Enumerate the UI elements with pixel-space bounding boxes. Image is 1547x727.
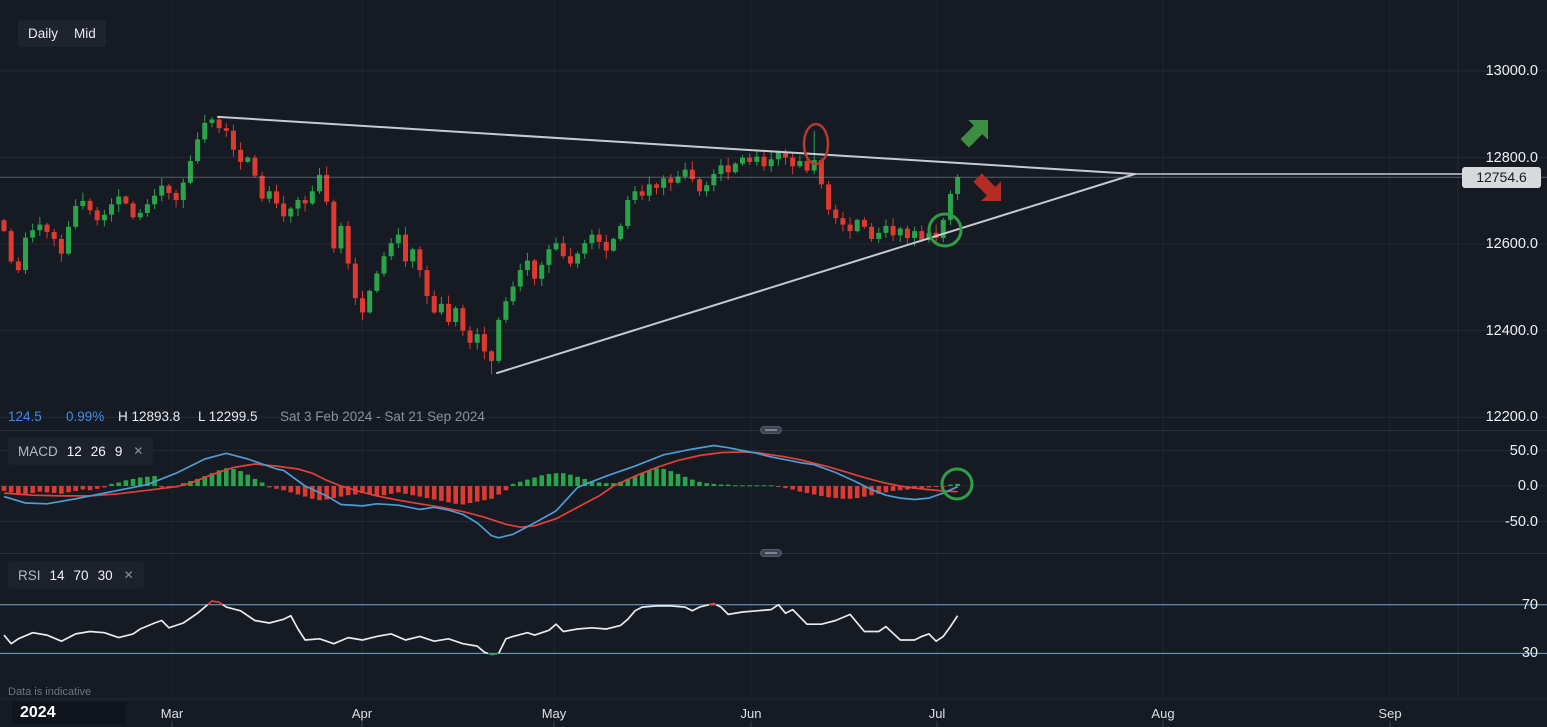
month-axis-label: Jul bbox=[928, 706, 946, 721]
data-indicative-note: Data is indicative bbox=[8, 686, 92, 698]
pane-divider-macd bbox=[0, 426, 1547, 434]
rsi-tick-label: 30 bbox=[1521, 645, 1538, 662]
macd-param-signal[interactable]: 9 bbox=[114, 443, 123, 459]
session-high: H 12893.8 bbox=[118, 409, 181, 424]
session-low: L 12299.5 bbox=[198, 409, 258, 424]
up-arrow-annotation[interactable] bbox=[955, 110, 998, 153]
month-axis-label: Jun bbox=[740, 706, 762, 721]
price-tick-label: 12400.0 bbox=[1485, 322, 1538, 339]
macd-param-fast[interactable]: 12 bbox=[66, 443, 82, 459]
highlight-ellipse[interactable] bbox=[802, 122, 830, 166]
pane-resize-handle[interactable] bbox=[760, 549, 782, 557]
drawing-annotations bbox=[802, 110, 1011, 501]
rsi-param-overbought[interactable]: 70 bbox=[73, 567, 89, 583]
price-tick-label: 12600.0 bbox=[1485, 236, 1538, 253]
month-axis-label: Aug bbox=[1151, 706, 1175, 721]
timeframe-button[interactable]: Daily bbox=[18, 20, 69, 47]
rsi-level-lines bbox=[0, 604, 1547, 654]
date-range: Sat 3 Feb 2024 - Sat 21 Sep 2024 bbox=[280, 409, 485, 424]
price-tick-label: 12800.0 bbox=[1485, 149, 1538, 166]
month-axis-label: Sep bbox=[1378, 706, 1402, 721]
rsi-param-oversold[interactable]: 30 bbox=[97, 567, 113, 583]
macd-lines bbox=[3, 444, 958, 539]
highlight-circle[interactable] bbox=[927, 212, 963, 248]
chart-type-button[interactable]: Mid bbox=[64, 20, 106, 47]
trendline-annotations bbox=[217, 115, 1462, 375]
rsi-close-icon[interactable]: ✕ bbox=[123, 568, 134, 582]
rsi-line bbox=[3, 600, 959, 656]
current-price-label: 12754.6 bbox=[1462, 166, 1541, 188]
rsi-param-period[interactable]: 14 bbox=[49, 567, 65, 583]
macd-tick-label: -50.0 bbox=[1504, 513, 1538, 530]
macd-close-icon[interactable]: ✕ bbox=[133, 444, 144, 458]
month-axis-label: Apr bbox=[351, 706, 373, 721]
rsi-tick-label: 70 bbox=[1521, 596, 1538, 613]
macd-label: MACD bbox=[18, 443, 58, 459]
change-percent: 0.99% bbox=[66, 409, 105, 424]
pane-divider-rsi bbox=[0, 549, 1547, 557]
candlestick-series bbox=[1, 114, 961, 375]
macd-param-slow[interactable]: 26 bbox=[90, 443, 106, 459]
change-value: 124.5 bbox=[8, 409, 42, 424]
price-tick-label: 13000.0 bbox=[1485, 63, 1538, 79]
price-tick-label: 12200.0 bbox=[1485, 409, 1538, 426]
macd-indicator-legend[interactable]: MACD 12 26 9 ✕ bbox=[8, 437, 154, 465]
year-axis-label: 2024 bbox=[12, 702, 126, 724]
macd-tick-label: 0.0 bbox=[1517, 478, 1538, 494]
rsi-label: RSI bbox=[18, 567, 41, 583]
rsi-indicator-legend[interactable]: RSI 14 70 30 ✕ bbox=[8, 561, 144, 589]
macd-tick-label: 50.0 bbox=[1509, 442, 1538, 459]
pane-resize-handle[interactable] bbox=[760, 426, 782, 434]
down-arrow-annotation[interactable] bbox=[968, 168, 1011, 211]
month-axis-label: May bbox=[541, 706, 567, 721]
month-axis-label: Mar bbox=[160, 706, 184, 721]
highlight-circle[interactable] bbox=[940, 467, 974, 501]
